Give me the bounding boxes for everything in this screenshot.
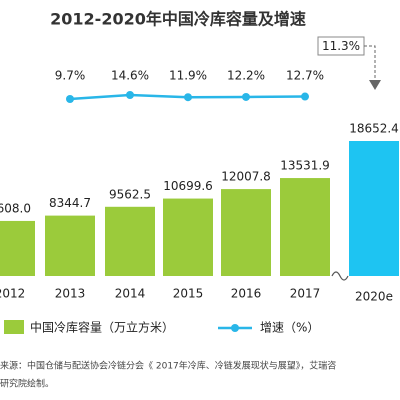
chart-title: 2012-2020年中国冷库容量及增速 (50, 10, 306, 29)
bar (221, 189, 271, 276)
data-label: 9.7% (55, 69, 86, 83)
bar (280, 178, 330, 276)
data-label: 8344.7 (49, 196, 91, 210)
legend-swatch (4, 320, 24, 334)
data-label: 18652.4 (349, 122, 399, 136)
growth-point (126, 91, 134, 99)
data-label: 9562.5 (109, 187, 151, 201)
growth-point (66, 95, 74, 103)
data-label: 12.2% (227, 69, 265, 83)
legend-label: 中国冷库容量（万立方米） (30, 320, 174, 335)
bar (163, 198, 213, 276)
bar (349, 141, 399, 276)
data-label: 12.7% (286, 69, 324, 83)
arrowhead (369, 80, 381, 90)
annotation: 11.3% (322, 39, 360, 53)
x-tick-label: 2020e (355, 290, 393, 304)
legend-label: 增速（%） (260, 321, 319, 335)
data-label: 11.9% (169, 69, 207, 83)
data-label: 7608.0 (0, 201, 31, 215)
source: 研究院绘制。 (0, 378, 54, 390)
x-tick-label: 2015 (173, 287, 204, 301)
data-label: 14.6% (111, 69, 149, 83)
x-tick-label: 2014 (115, 287, 146, 301)
data-label: 13531.9 (280, 159, 330, 173)
legend-swatch (231, 324, 239, 332)
annotation-arrow (364, 45, 376, 82)
bar (0, 220, 35, 276)
x-tick-label: 2017 (290, 287, 321, 301)
growth-point (184, 93, 192, 102)
bar (45, 215, 95, 276)
bar (105, 206, 155, 276)
x-tick-label: 2013 (55, 287, 86, 301)
data-label: 10699.6 (163, 179, 213, 193)
data-label: 12007.8 (221, 170, 271, 184)
axis-break (331, 271, 349, 281)
growth-point (242, 92, 250, 101)
x-tick-label: 2016 (231, 287, 262, 301)
growth-point (301, 92, 309, 101)
x-tick-label: 2012 (0, 287, 25, 301)
source: 来源：中国仓储与配送协会冷链分会《 2017年冷库、冷链发展现状与展望》，艾瑞咨 (0, 360, 336, 372)
